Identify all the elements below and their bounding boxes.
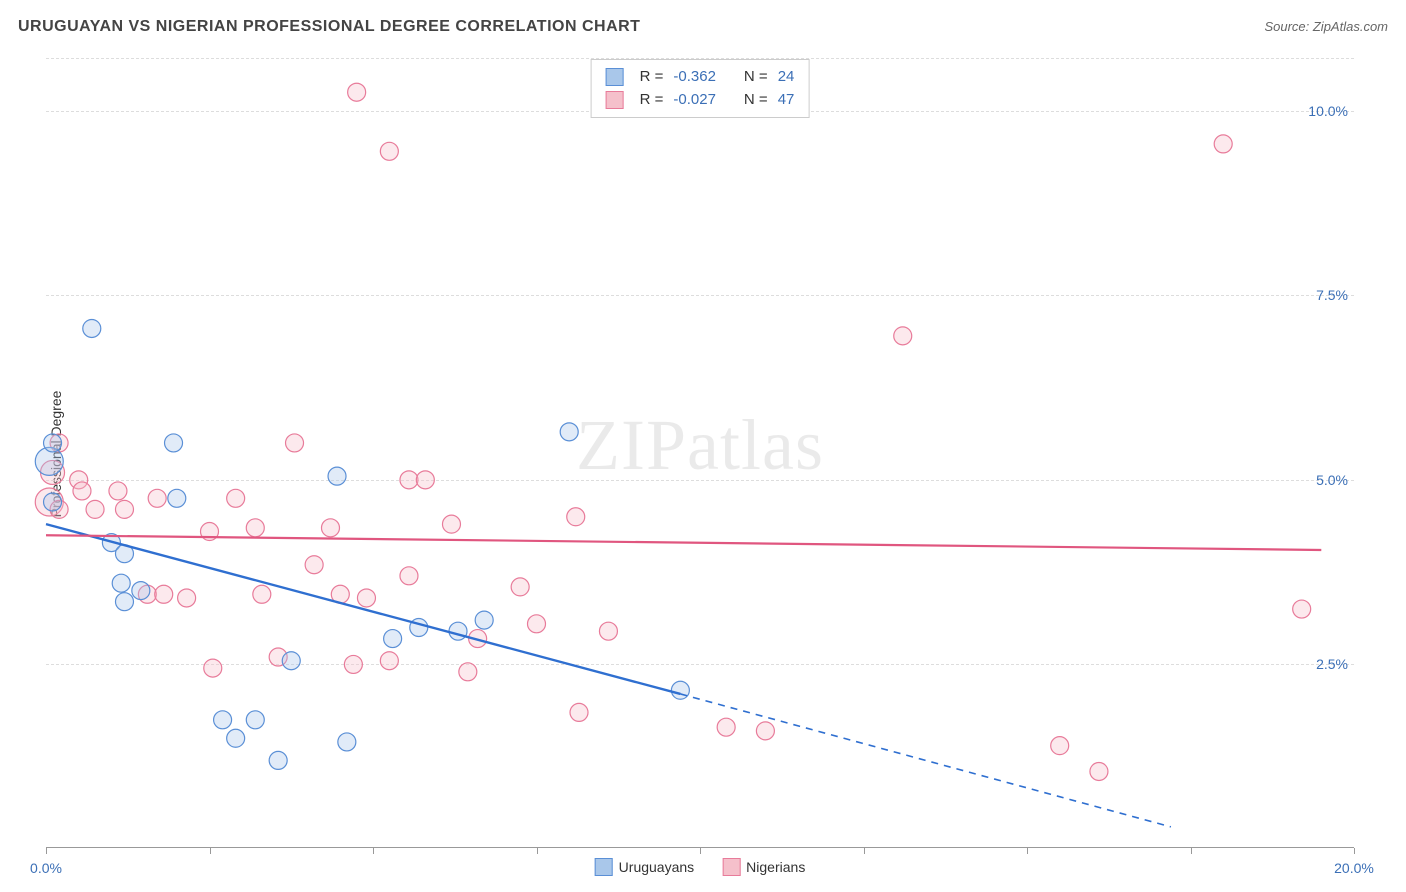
scatter-point — [44, 493, 62, 511]
scatter-point — [328, 467, 346, 485]
scatter-point — [475, 611, 493, 629]
x-tick — [210, 848, 211, 854]
scatter-point — [286, 434, 304, 452]
scatter-point — [459, 663, 477, 681]
x-tick-label: 0.0% — [30, 860, 62, 876]
scatter-point — [269, 751, 287, 769]
scatter-point — [227, 489, 245, 507]
trend-line-dashed — [680, 694, 1171, 827]
scatter-point — [380, 142, 398, 160]
legend-label: Nigerians — [746, 859, 805, 875]
scatter-point — [168, 489, 186, 507]
scatter-point — [132, 582, 150, 600]
scatter-point — [357, 589, 375, 607]
scatter-point — [282, 652, 300, 670]
x-tick — [1354, 848, 1355, 854]
scatter-point — [442, 515, 460, 533]
x-tick — [537, 848, 538, 854]
stat-legend-row: R = -0.027 N = 47 — [606, 89, 795, 112]
legend-item: Nigerians — [722, 858, 805, 876]
scatter-point — [344, 655, 362, 673]
scatter-point — [671, 681, 689, 699]
source-label: Source: ZipAtlas.com — [1264, 19, 1388, 34]
scatter-point — [1214, 135, 1232, 153]
n-label: N = — [744, 89, 768, 112]
r-label: R = — [640, 89, 664, 112]
legend-label: Uruguayans — [619, 859, 695, 875]
scatter-point — [86, 500, 104, 518]
scatter-point — [567, 508, 585, 526]
n-label: N = — [744, 66, 768, 89]
legend-swatch — [722, 858, 740, 876]
x-tick — [1191, 848, 1192, 854]
x-tick — [1027, 848, 1028, 854]
scatter-point — [83, 319, 101, 337]
r-value: -0.362 — [673, 66, 716, 89]
scatter-point — [416, 471, 434, 489]
scatter-point — [894, 327, 912, 345]
x-tick — [46, 848, 47, 854]
scatter-point — [570, 703, 588, 721]
scatter-point — [1051, 737, 1069, 755]
stat-legend: R = -0.362 N = 24 R = -0.027 N = 47 — [591, 59, 810, 118]
trend-line — [46, 524, 680, 694]
scatter-point — [204, 659, 222, 677]
scatter-point — [305, 556, 323, 574]
scatter-point — [115, 500, 133, 518]
scatter-svg — [46, 59, 1354, 848]
x-tick-label: 20.0% — [1334, 860, 1374, 876]
bottom-legend: Uruguayans Nigerians — [595, 858, 806, 876]
scatter-point — [321, 519, 339, 537]
scatter-point — [109, 482, 127, 500]
legend-swatch — [606, 68, 624, 86]
stat-legend-row: R = -0.362 N = 24 — [606, 66, 795, 89]
legend-swatch — [595, 858, 613, 876]
r-label: R = — [640, 66, 664, 89]
scatter-point — [449, 622, 467, 640]
trend-line — [46, 535, 1321, 550]
scatter-point — [384, 630, 402, 648]
r-value: -0.027 — [673, 89, 716, 112]
scatter-point — [253, 585, 271, 603]
chart-title: URUGUAYAN VS NIGERIAN PROFESSIONAL DEGRE… — [18, 18, 640, 36]
scatter-point — [400, 471, 418, 489]
scatter-point — [511, 578, 529, 596]
scatter-point — [165, 434, 183, 452]
scatter-point — [115, 593, 133, 611]
scatter-point — [1293, 600, 1311, 618]
scatter-point — [73, 482, 91, 500]
scatter-point — [214, 711, 232, 729]
scatter-point — [348, 83, 366, 101]
scatter-point — [380, 652, 398, 670]
scatter-point — [178, 589, 196, 607]
scatter-point — [155, 585, 173, 603]
scatter-point — [246, 711, 264, 729]
plot-area: Professional Degree 2.5%5.0%7.5%10.0% 0.… — [46, 58, 1354, 848]
scatter-point — [599, 622, 617, 640]
scatter-point — [338, 733, 356, 751]
scatter-point — [44, 434, 62, 452]
scatter-point — [528, 615, 546, 633]
x-tick — [373, 848, 374, 854]
n-value: 24 — [778, 66, 795, 89]
legend-item: Uruguayans — [595, 858, 695, 876]
scatter-point — [1090, 762, 1108, 780]
scatter-point — [717, 718, 735, 736]
x-tick — [700, 848, 701, 854]
scatter-point — [756, 722, 774, 740]
scatter-point — [227, 729, 245, 747]
scatter-point — [560, 423, 578, 441]
x-tick — [864, 848, 865, 854]
scatter-point — [400, 567, 418, 585]
scatter-point — [112, 574, 130, 592]
legend-swatch — [606, 91, 624, 109]
scatter-point — [246, 519, 264, 537]
n-value: 47 — [778, 89, 795, 112]
scatter-point — [148, 489, 166, 507]
